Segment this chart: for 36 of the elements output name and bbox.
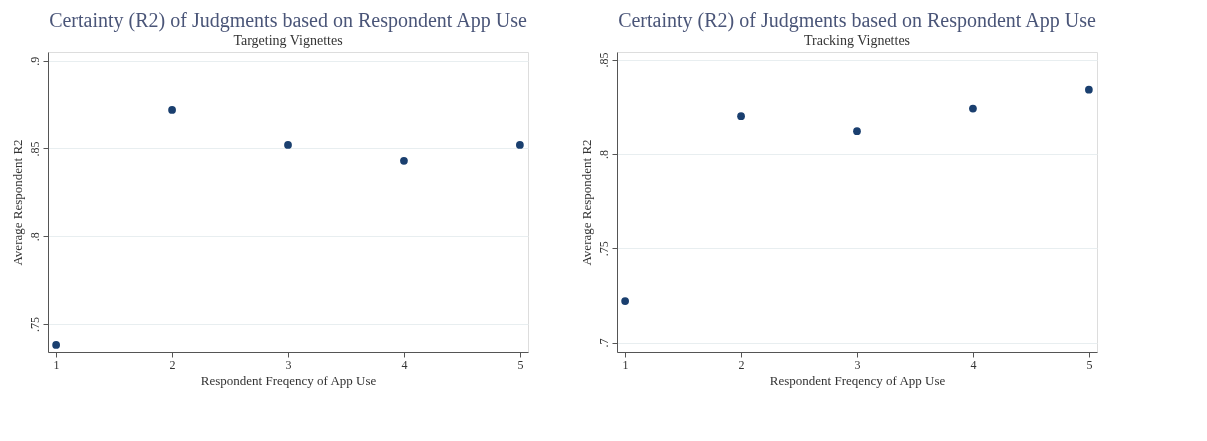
x-axis-title: Respondent Freqency of App Use	[769, 372, 946, 388]
x-tick-label: 1	[622, 357, 629, 372]
x-tick-label: 2	[169, 357, 176, 372]
chart-subtitle: Targeting Vignettes	[233, 33, 343, 48]
y-tick-label: .8	[596, 149, 611, 159]
point	[168, 106, 176, 114]
y-tick-label: .7	[596, 338, 611, 348]
point	[969, 104, 977, 113]
y-tick-label: .8	[27, 232, 42, 242]
y-tick-label: .9	[27, 56, 42, 66]
y-tick-label: .85	[596, 52, 611, 68]
y-axis-title: Average Respondent R2	[9, 139, 25, 266]
x-axis-title: Respondent Freqency of App Use	[200, 372, 377, 388]
point	[853, 127, 861, 136]
point	[1085, 85, 1093, 94]
chart-title: Certainty (R2) of Judgments based on Respondent App Use	[49, 9, 527, 32]
point	[52, 341, 60, 349]
x-tick-label: 5	[517, 357, 524, 372]
chart-title: Certainty (R2) of Judgments based on Respondent App Use	[618, 9, 1096, 32]
x-tick-label: 5	[1086, 357, 1093, 372]
x-tick-label: 1	[53, 357, 60, 372]
x-tick-label: 4	[401, 357, 408, 372]
x-tick-label: 3	[285, 357, 292, 372]
point	[400, 156, 408, 165]
y-tick-label: .85	[27, 141, 42, 157]
point	[737, 112, 745, 121]
y-axis-title: Average Respondent R2	[578, 139, 594, 266]
chart-subtitle: Tracking Vignettes	[803, 33, 911, 48]
x-tick-label: 3	[854, 357, 861, 372]
point	[516, 141, 524, 149]
y-tick-label: .75	[27, 316, 42, 332]
point	[621, 297, 629, 305]
x-tick-label: 4	[970, 357, 977, 372]
x-tick-label: 2	[738, 357, 745, 372]
y-tick-label: .75	[596, 241, 611, 257]
point	[284, 141, 292, 149]
